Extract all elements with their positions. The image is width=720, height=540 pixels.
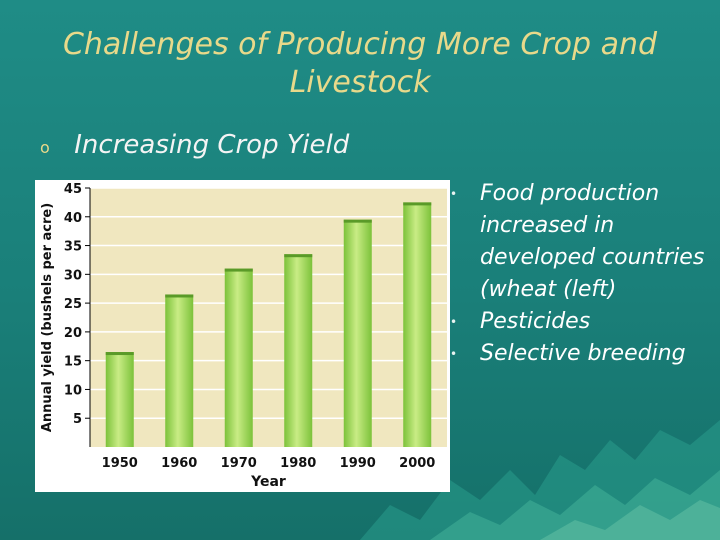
bar-top-edge: [105, 352, 134, 356]
subtitle-text: Increasing Crop Yield: [74, 130, 350, 160]
y-tick-label: 5: [73, 412, 82, 427]
bar: [343, 219, 372, 447]
y-tick-label: 40: [64, 211, 82, 226]
slide-title: Challenges of Producing More Crop and Li…: [40, 26, 680, 102]
bullet-item: • Selective breeding: [450, 338, 710, 370]
bar: [284, 254, 313, 447]
bullet-text: Pesticides: [480, 309, 591, 334]
wheat-yield-chart: 5 10 15 20 25 30 35 40 45 1950 1960 1970 1980 1990 200…: [35, 180, 450, 492]
chart-svg: 5 10 15 20 25 30 35 40 45 1950 1960 1970 1980 1990 200…: [40, 182, 447, 490]
bar-top-edge: [224, 268, 253, 272]
bar: [403, 202, 432, 447]
bullet-item: • Food production increased in developed…: [450, 178, 710, 306]
y-tick-label: 30: [64, 268, 82, 283]
x-tick-label: 2000: [399, 456, 435, 471]
bullet-dot-icon: •: [450, 187, 458, 201]
bar-top-edge: [343, 219, 372, 223]
bullet-list: • Food production increased in developed…: [450, 178, 710, 370]
slide-title-line-2: Livestock: [289, 65, 431, 100]
x-tick-label: 1990: [340, 456, 376, 471]
y-tick-label: 20: [64, 326, 82, 341]
plot-area: [90, 188, 447, 447]
y-axis-label: Annual yield (bushels per acre): [40, 203, 55, 432]
slide-subtitle: o Increasing Crop Yield: [40, 130, 349, 160]
y-tick-label: 45: [64, 182, 82, 197]
bullet-text: Food production increased in developed c…: [480, 181, 705, 302]
x-axis-label: Year: [250, 474, 286, 490]
bar: [105, 352, 134, 447]
bullet-text: Selective breeding: [480, 341, 686, 366]
bar-top-edge: [403, 202, 432, 206]
y-tick-label: 15: [64, 355, 82, 370]
bullet-item: • Pesticides: [450, 306, 710, 338]
y-tick-label: 10: [64, 383, 82, 398]
slide-title-line-1: Challenges of Producing More Crop and: [62, 27, 658, 62]
x-tick-label: 1970: [221, 456, 257, 471]
x-tick-label: 1960: [161, 456, 197, 471]
y-tick-label: 35: [64, 240, 82, 255]
x-tick-label: 1980: [280, 456, 316, 471]
bar: [224, 268, 253, 447]
bar: [165, 294, 194, 447]
x-tick-label: 1950: [102, 456, 138, 471]
y-tick-label: 25: [64, 297, 82, 312]
bullet-dot-icon: •: [450, 347, 458, 361]
bar-top-edge: [284, 254, 313, 258]
bullet-dot-icon: •: [450, 315, 458, 329]
subtitle-bullet-icon: o: [40, 138, 50, 157]
bar-top-edge: [165, 294, 194, 298]
